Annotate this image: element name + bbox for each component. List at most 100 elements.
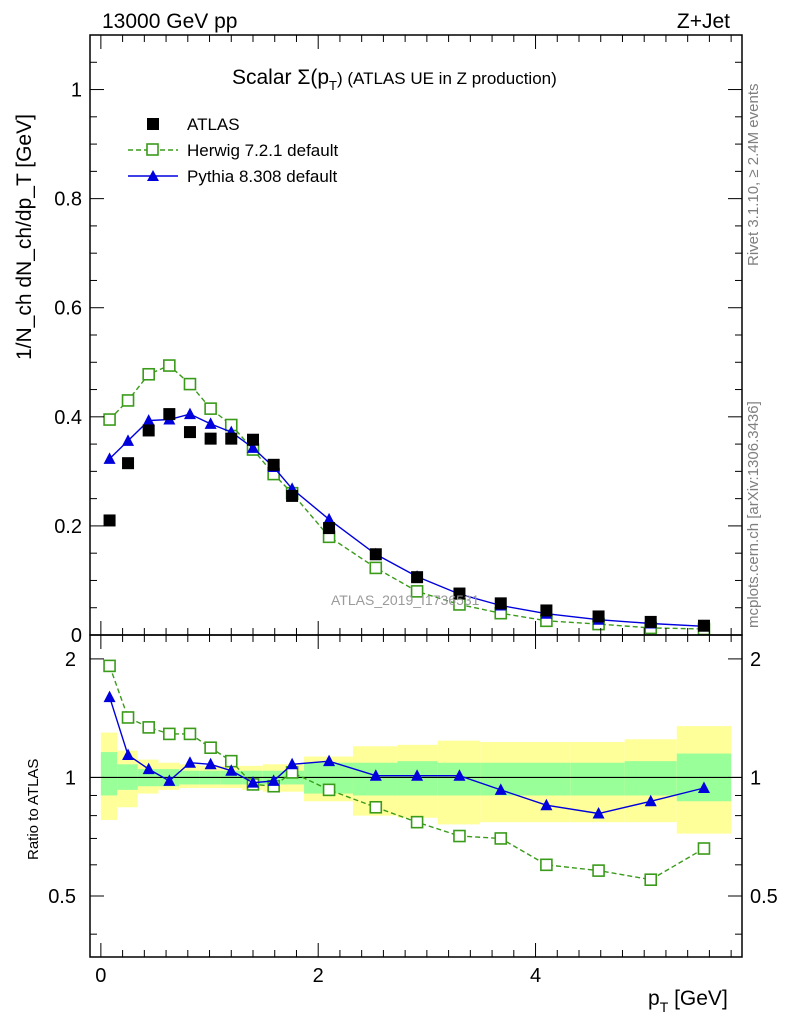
header-right: Z+Jet: [677, 10, 730, 33]
ratio-pythia-point: [183, 756, 196, 768]
main-atlas-point: [142, 424, 155, 437]
main-atlas-point: [453, 587, 466, 600]
main-atlas-point: [411, 571, 424, 584]
ratio-herwig-point: [322, 783, 336, 797]
main-atlas-point: [183, 426, 196, 439]
main-y-tick-label: 0.6: [54, 298, 82, 320]
ratio-band-inner: [624, 761, 677, 796]
ratio-y-tick-label-right: 2: [750, 649, 761, 671]
legend-label-herwig: Herwig 7.2.1 default: [187, 141, 338, 160]
main-y-axis-label: 1/N_ch dN_ch/dp_T [GeV]: [13, 114, 36, 360]
x-axis-label-main: p: [648, 987, 660, 1010]
ratio-pythia-point: [540, 798, 553, 811]
main-y-tick-label: 0.2: [54, 516, 82, 538]
ratio-band-inner: [522, 762, 571, 796]
ratio-y-tick-label: 2: [65, 649, 76, 671]
ratio-y-tick-label: 0.5: [48, 886, 76, 908]
legend-label-pythia: Pythia 8.308 default: [187, 167, 338, 186]
main-pythia-point: [247, 441, 259, 453]
ratio-herwig-point: [163, 727, 176, 741]
main-pythia-point: [103, 452, 116, 464]
ratio-herwig-point: [142, 721, 155, 734]
ratio-pythia-point: [494, 783, 507, 795]
ratio-pythia-point: [697, 781, 710, 794]
main-atlas-point: [697, 619, 710, 632]
x-axis-label-tail: [GeV]: [668, 987, 728, 1010]
main-atlas-point: [540, 604, 553, 617]
ratio-pythia-point: [453, 769, 466, 781]
mcplots-label: mcplots.cern.ch [arXiv:1306.3436]: [745, 401, 762, 628]
ratio-herwig-point: [204, 741, 217, 754]
rivet-version-label: Rivet 3.1.10, ≥ 2.4M events: [745, 83, 762, 267]
ratio-pythia-point: [644, 794, 657, 807]
header-left: 13000 GeV pp: [102, 10, 237, 33]
ratio-herwig-point: [592, 864, 605, 877]
legend-label-atlas: ATLAS: [187, 115, 240, 134]
main-herwig-point: [103, 413, 116, 426]
main-herwig-point: [204, 402, 217, 415]
watermark: ATLAS_2019_I1736531: [331, 592, 480, 608]
main-herwig-point: [183, 377, 197, 391]
ratio-pythia-point: [225, 764, 238, 776]
main-y-tick-label: 1: [71, 80, 82, 102]
ratio-pythia-point: [369, 769, 382, 781]
main-pythia-point: [142, 414, 155, 426]
main-atlas-point: [494, 597, 507, 610]
main-pythia-point: [323, 512, 336, 525]
main-herwig-point: [369, 561, 383, 575]
ratio-series-layer: [103, 659, 711, 886]
ratio-herwig-point: [644, 873, 658, 886]
main-pythia-point: [183, 407, 196, 420]
main-atlas-point: [267, 458, 280, 471]
ratio-y-tick-label-right: 0.5: [750, 886, 778, 908]
main-atlas-point: [204, 432, 217, 445]
ratio-y-axis-label: Ratio to ATLAS: [25, 759, 42, 860]
ratio-herwig-point: [494, 832, 508, 845]
title-sub: T: [329, 78, 337, 93]
ratio-uncertainty-bands: [90, 726, 742, 834]
ratio-pythia-point: [411, 769, 424, 781]
ratio-herwig-point: [540, 858, 553, 872]
ratio-pythia-point: [122, 748, 135, 761]
legend-marker-pythia: [147, 170, 159, 181]
main-atlas-point: [122, 457, 135, 470]
legend: ATLAS Herwig 7.2.1 default Pythia 8.308 …: [128, 115, 338, 186]
ratio-y-tick-label: 1: [65, 767, 76, 789]
ratio-herwig-point: [453, 829, 466, 843]
title-tail: ) (ATLAS UE in Z production): [337, 69, 557, 88]
title-main: Scalar Σ(p: [232, 66, 329, 89]
ratio-pythia-point: [103, 690, 116, 703]
main-y-tick-label: 0.8: [54, 189, 82, 211]
ratio-herwig-point: [121, 711, 135, 724]
ratio-panel-frame: [89, 634, 743, 958]
main-atlas-point: [286, 489, 299, 502]
ratio-pythia-point: [163, 774, 176, 786]
main-herwig-point: [410, 585, 424, 598]
ratio-herwig-point: [410, 815, 424, 829]
main-herwig-point: [163, 359, 176, 372]
main-atlas-point: [225, 432, 238, 445]
ratio-herwig-point: [697, 842, 711, 855]
main-series-layer: [103, 359, 711, 636]
ratio-pythia-point: [267, 774, 280, 786]
legend-marker-herwig: [146, 143, 159, 156]
ratio-pythia-point: [592, 806, 605, 819]
x-axis-label-sub: T: [660, 999, 669, 1015]
ratio-pythia-point: [247, 776, 259, 788]
main-pythia-point: [122, 434, 135, 446]
main-y-tick-label: 0: [71, 625, 82, 647]
x-tick-label: 4: [530, 965, 541, 987]
ratio-axis-ticks: 0 2 4 0.5 0.5 1 1 2 2: [48, 635, 778, 987]
ratio-pythia-point: [323, 754, 336, 767]
main-atlas-point: [103, 514, 116, 527]
main-herwig-point: [142, 367, 155, 381]
ratio-herwig-point: [183, 727, 197, 741]
main-atlas-point: [644, 615, 657, 628]
main-title: Scalar Σ(pT) (ATLAS UE in Z production): [232, 66, 557, 93]
main-atlas-point: [369, 548, 382, 561]
x-axis-label: pT [GeV]: [648, 987, 728, 1015]
main-atlas-point: [247, 433, 259, 446]
ratio-band-inner: [570, 762, 625, 796]
ratio-y-tick-label-right: 1: [750, 767, 761, 789]
